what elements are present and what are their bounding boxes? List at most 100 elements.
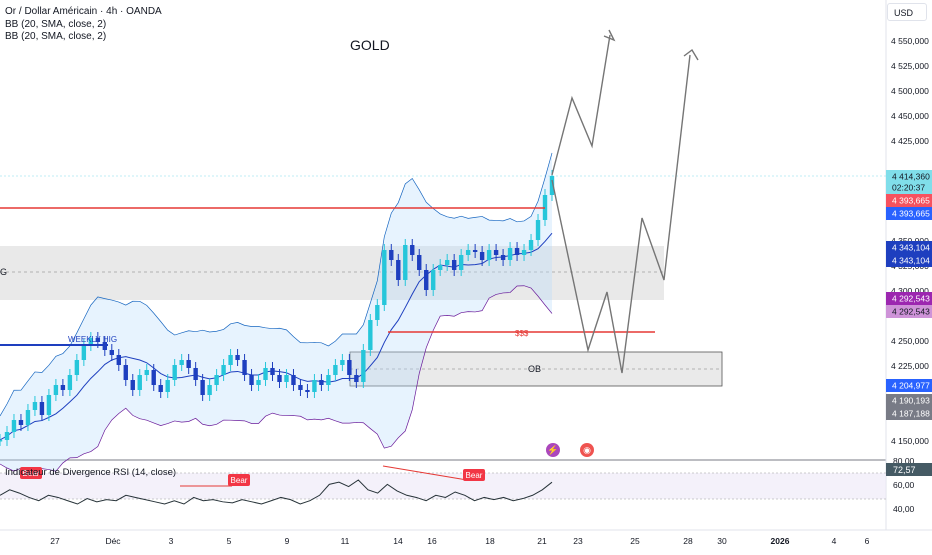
candle-body <box>340 360 345 365</box>
candle-body <box>123 365 128 380</box>
bb-indicator-2[interactable]: BB (20, SMA, close, 2) <box>5 31 107 42</box>
candle-body <box>424 270 429 290</box>
price-tag-label: 4 343,104 <box>892 243 930 253</box>
price-tag-box <box>886 207 932 220</box>
price-tag-label: 4 393,665 <box>892 196 930 206</box>
price-axis-label: 4 425,000 <box>891 136 929 146</box>
gold-title: GOLD <box>350 37 390 53</box>
candle-body <box>333 365 338 375</box>
candle-body <box>95 338 101 342</box>
bear-label: Bear <box>23 469 40 478</box>
candle-body <box>354 375 359 382</box>
candle-body <box>319 380 324 385</box>
candle-body <box>284 375 289 382</box>
symbol-label[interactable]: Or / Dollar Américain · 4h · OANDA <box>5 6 162 17</box>
time-axis-label: 9 <box>285 536 290 546</box>
resistance-zone <box>0 246 664 300</box>
candle-body <box>0 440 3 442</box>
price-tag-label: 4 190,193 <box>892 396 930 406</box>
price-tag-label: 4 292,543 <box>892 294 930 304</box>
lightning-icon[interactable]: ⚡ <box>546 443 560 457</box>
candle-body <box>11 420 17 432</box>
candle-body <box>368 320 373 350</box>
candle-body <box>479 252 485 260</box>
candle-body <box>53 385 59 395</box>
candle-body <box>74 360 80 375</box>
candle-body <box>326 375 331 385</box>
candle-body <box>389 250 394 260</box>
candle-body <box>228 355 233 365</box>
candle-body <box>298 385 303 390</box>
candle-body <box>361 350 366 382</box>
currency-button[interactable]: USD <box>887 3 927 21</box>
time-axis-label: 21 <box>537 536 547 546</box>
projection-path-1 <box>551 34 611 176</box>
rsi-line <box>0 479 553 505</box>
time-axis-label: 4 <box>832 536 837 546</box>
time-axis-label: 27 <box>50 536 60 546</box>
sss-label: $$$ <box>515 329 529 338</box>
projection-arrow-2 <box>683 48 699 61</box>
price-tag-box <box>886 181 932 194</box>
candle-body <box>431 270 436 290</box>
candle-body <box>151 370 156 385</box>
time-axis-label: 3 <box>169 536 174 546</box>
candle-body <box>116 355 121 365</box>
candle-body <box>88 338 94 345</box>
ob-label: OB <box>528 364 541 374</box>
candle-body <box>165 380 170 392</box>
price-tag-label: 4 292,543 <box>892 307 930 317</box>
candle-body <box>25 410 31 425</box>
rsi-tag: 72,57 <box>893 465 916 475</box>
candle-body <box>465 250 471 255</box>
price-tag-label: 4 187,188 <box>892 409 930 419</box>
price-tag-box <box>886 305 932 318</box>
bb-indicator-1[interactable]: BB (20, SMA, close, 2) <box>5 18 107 30</box>
price-axis-label: 4 550,000 <box>891 36 929 46</box>
rsi-axis-label: 80,00 <box>893 456 915 466</box>
candle-body <box>458 255 464 270</box>
us-flag-icon[interactable]: ◉ <box>580 443 594 457</box>
candle-body <box>396 260 401 280</box>
price-tag-box <box>886 194 932 207</box>
candle-body <box>403 245 408 280</box>
candle-body <box>528 240 534 250</box>
candle-body <box>130 380 135 390</box>
candle-body <box>207 385 212 395</box>
candle-body <box>507 248 513 260</box>
bear-divergence-2 <box>382 465 468 481</box>
candle-body <box>347 360 352 375</box>
chart-legend: Or / Dollar Américain · 4h · OANDA BB (2… <box>5 6 162 44</box>
price-tag-box <box>886 394 932 407</box>
candle-body <box>542 195 548 220</box>
price-axis-label: 4 525,000 <box>891 61 929 71</box>
zone-label: G <box>0 267 7 277</box>
candle-body <box>39 402 45 415</box>
bear-label-box <box>20 467 42 479</box>
candle-body <box>4 432 10 440</box>
time-axis-label: 2026 <box>771 536 790 546</box>
time-axis-label: 28 <box>683 536 693 546</box>
price-axis-label: 4 300,000 <box>891 286 929 296</box>
time-axis-label: 30 <box>717 536 727 546</box>
candle-body <box>312 380 317 392</box>
price-tag-box <box>886 241 932 254</box>
candle-body <box>438 265 443 270</box>
price-tag-label: 02:20:37 <box>892 183 925 193</box>
bear-label: Bear <box>466 471 483 480</box>
price-tag-box <box>886 170 932 183</box>
rsi-band <box>0 473 886 499</box>
price-axis-label: 4 225,000 <box>891 361 929 371</box>
candle-body <box>256 380 261 385</box>
candle-body <box>60 385 66 390</box>
candle-body <box>472 250 478 252</box>
bear-label: Bear <box>231 476 248 485</box>
rsi-legend: Indicateur de Divergence RSI (14, close) <box>5 467 176 478</box>
candle-body <box>410 245 415 255</box>
price-tag-label: 4 343,104 <box>892 256 930 266</box>
candle-body <box>382 250 387 305</box>
time-axis-label: 5 <box>227 536 232 546</box>
candle-body <box>81 345 87 360</box>
